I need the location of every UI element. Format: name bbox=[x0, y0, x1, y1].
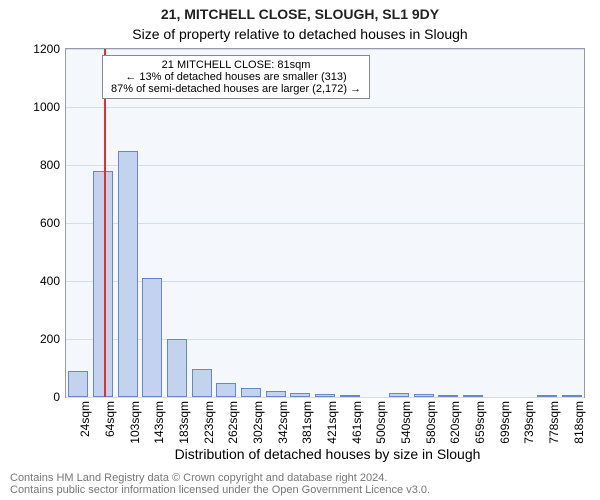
y-tick-label: 800 bbox=[20, 158, 60, 172]
x-tick-label: 540sqm bbox=[399, 401, 413, 444]
page-title: 21, MITCHELL CLOSE, SLOUGH, SL1 9DY bbox=[0, 6, 600, 22]
footer-attribution: Contains HM Land Registry data © Crown c… bbox=[10, 472, 590, 496]
x-tick-label: 500sqm bbox=[374, 401, 388, 444]
y-tick-label: 200 bbox=[20, 332, 60, 346]
x-tick-label: 381sqm bbox=[300, 401, 314, 444]
x-tick-label: 659sqm bbox=[473, 401, 487, 444]
x-tick-label: 302sqm bbox=[251, 401, 265, 444]
x-tick-label: 421sqm bbox=[325, 401, 339, 444]
y-tick-label: 1200 bbox=[20, 42, 60, 56]
x-tick-label: 24sqm bbox=[78, 401, 92, 437]
x-tick-label: 699sqm bbox=[498, 401, 512, 444]
bar bbox=[167, 339, 187, 397]
bar bbox=[142, 278, 162, 397]
chart-container: 21, MITCHELL CLOSE, SLOUGH, SL1 9DY Size… bbox=[0, 0, 600, 500]
bar bbox=[241, 388, 261, 397]
bar bbox=[438, 395, 458, 397]
x-tick-label: 64sqm bbox=[103, 401, 117, 437]
bar bbox=[290, 393, 310, 397]
y-tick-label: 1000 bbox=[20, 100, 60, 114]
x-tick-label: 183sqm bbox=[177, 401, 191, 444]
gridline bbox=[66, 223, 584, 224]
x-tick-label: 103sqm bbox=[128, 401, 142, 444]
bar bbox=[389, 393, 409, 397]
annotation-line-3: 87% of semi-detached houses are larger (… bbox=[111, 83, 361, 95]
x-tick-label: 342sqm bbox=[276, 401, 290, 444]
annotation-box: 21 MITCHELL CLOSE: 81sqm ← 13% of detach… bbox=[102, 55, 370, 99]
footer-line-1: Contains HM Land Registry data © Crown c… bbox=[10, 472, 590, 484]
y-tick-label: 0 bbox=[20, 390, 60, 404]
bar bbox=[340, 395, 360, 397]
bar bbox=[414, 394, 434, 397]
y-tick-label: 600 bbox=[20, 216, 60, 230]
gridline bbox=[66, 165, 584, 166]
bar bbox=[315, 394, 335, 397]
page-subtitle: Size of property relative to detached ho… bbox=[0, 26, 600, 42]
y-tick-label: 400 bbox=[20, 274, 60, 288]
bar bbox=[68, 371, 88, 397]
bar bbox=[216, 383, 236, 398]
annotation-line-2: ← 13% of detached houses are smaller (31… bbox=[111, 71, 361, 83]
bar bbox=[562, 395, 582, 397]
bar bbox=[537, 395, 557, 397]
bar bbox=[266, 391, 286, 397]
x-tick-label: 580sqm bbox=[424, 401, 438, 444]
x-tick-label: 739sqm bbox=[522, 401, 536, 444]
annotation-line-1: 21 MITCHELL CLOSE: 81sqm bbox=[111, 59, 361, 71]
bar bbox=[118, 151, 138, 398]
x-tick-label: 262sqm bbox=[226, 401, 240, 444]
x-tick-label: 143sqm bbox=[152, 401, 166, 444]
gridline bbox=[66, 49, 584, 50]
x-tick-label: 461sqm bbox=[350, 401, 364, 444]
x-tick-label: 223sqm bbox=[202, 401, 216, 444]
x-tick-label: 620sqm bbox=[448, 401, 462, 444]
bar bbox=[192, 369, 212, 397]
gridline bbox=[66, 397, 584, 398]
x-axis-label: Distribution of detached houses by size … bbox=[65, 446, 590, 462]
chart-plot-area: 02004006008001000120024sqm64sqm103sqm143… bbox=[65, 48, 585, 398]
bar bbox=[463, 395, 483, 397]
subject-property-marker bbox=[104, 49, 106, 397]
x-tick-label: 818sqm bbox=[572, 401, 586, 444]
x-tick-label: 778sqm bbox=[547, 401, 561, 444]
footer-line-2: Contains public sector information licen… bbox=[10, 484, 590, 496]
gridline bbox=[66, 107, 584, 108]
